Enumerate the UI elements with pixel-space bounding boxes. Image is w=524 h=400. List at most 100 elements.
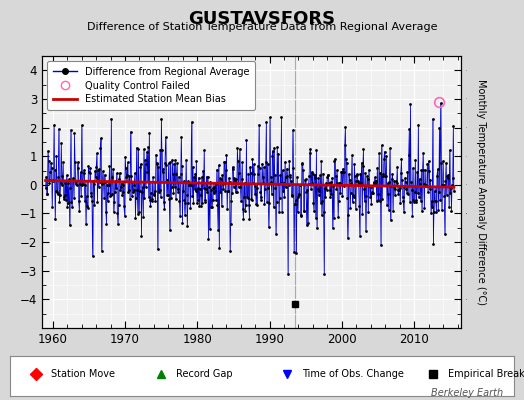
Point (424, 189, 432, 196)
Point (441, 231, 449, 237)
Point (57, 140, 66, 146)
Point (338, 192, 346, 199)
Point (378, 173, 387, 179)
Point (85, 170, 94, 176)
Point (144, 144, 152, 150)
Point (401, 175, 409, 181)
Point (302, 222, 311, 228)
Point (376, 170, 385, 176)
Point (410, 199, 418, 206)
Point (238, 159, 246, 166)
Point (79, 170, 88, 176)
Point (137, 161, 145, 167)
Point (69, 177, 77, 183)
Point (53, 189, 61, 196)
Point (324, 172, 333, 178)
Point (233, 188, 241, 195)
Point (417, 198, 425, 204)
Point (49, 178, 58, 184)
Point (48, 204, 57, 210)
Point (308, 180, 316, 186)
Point (281, 159, 289, 165)
Point (388, 176, 396, 183)
Point (239, 216, 247, 222)
Point (341, 142, 349, 148)
Point (86, 164, 94, 171)
Point (275, 209, 283, 215)
Point (179, 188, 187, 194)
Point (100, 194, 108, 201)
Point (347, 180, 356, 186)
Point (256, 165, 264, 172)
Point (442, 160, 450, 166)
Point (165, 160, 173, 166)
Point (229, 166, 237, 172)
Point (348, 152, 356, 159)
Point (127, 173, 135, 179)
Point (373, 198, 381, 204)
Point (430, 188, 439, 194)
Point (411, 156, 420, 163)
Point (41, 185, 50, 192)
Point (149, 174, 157, 180)
Point (305, 150, 314, 156)
Point (113, 170, 121, 176)
Point (274, 150, 282, 157)
Point (414, 122, 422, 128)
Point (209, 197, 217, 203)
Point (413, 169, 421, 175)
Point (375, 150, 383, 156)
Point (204, 174, 212, 180)
Point (213, 202, 222, 208)
Text: Station Move: Station Move (51, 369, 115, 379)
Point (279, 188, 287, 194)
Point (225, 178, 234, 185)
Point (130, 182, 138, 188)
Point (380, 156, 388, 162)
Point (250, 171, 258, 177)
Point (336, 180, 344, 186)
Point (173, 186, 182, 192)
Point (354, 178, 362, 184)
Point (245, 202, 253, 208)
Point (424, 158, 433, 164)
Point (310, 208, 318, 214)
Point (75, 208, 83, 215)
Point (423, 160, 432, 167)
Point (140, 195, 149, 201)
Point (211, 188, 219, 194)
Point (385, 206, 393, 213)
Point (362, 228, 370, 234)
Point (57, 180, 65, 186)
Point (392, 178, 400, 184)
Point (257, 194, 266, 200)
Point (252, 201, 260, 208)
Point (228, 164, 237, 170)
Point (358, 163, 367, 169)
Point (446, 190, 454, 197)
Point (422, 182, 431, 189)
Point (305, 173, 313, 180)
Point (269, 148, 277, 154)
Point (64, 200, 73, 206)
Point (121, 212, 129, 219)
Point (111, 178, 119, 184)
Point (170, 184, 179, 190)
Point (436, 100, 445, 106)
Point (243, 194, 251, 200)
Point (61, 192, 69, 198)
Point (270, 144, 278, 151)
Point (267, 179, 275, 186)
Point (332, 172, 340, 179)
Point (124, 189, 133, 196)
Point (357, 159, 366, 166)
Point (151, 198, 159, 204)
Point (59, 158, 67, 165)
Point (121, 154, 129, 160)
Point (289, 165, 298, 172)
Point (104, 190, 113, 196)
Point (334, 198, 343, 204)
Point (284, 270, 292, 277)
Point (203, 188, 211, 195)
Point (52, 153, 61, 159)
